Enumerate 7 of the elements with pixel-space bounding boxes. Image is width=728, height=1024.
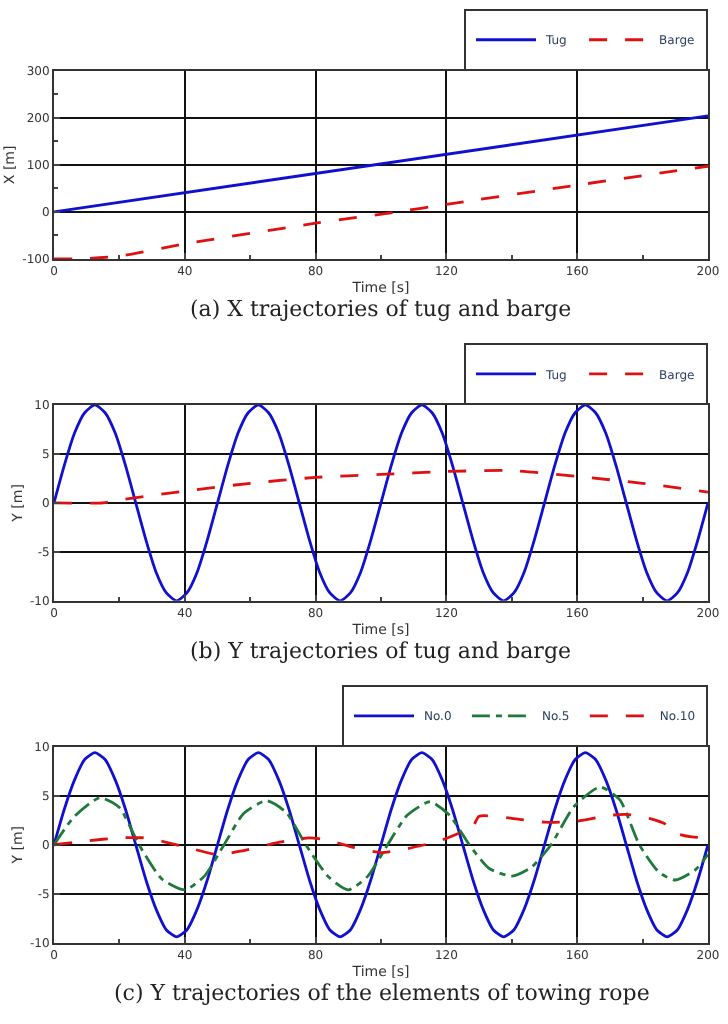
line-series <box>54 751 708 939</box>
text: (c) Y trajectories of the elements of towing rope <box>114 980 650 1006</box>
line-series <box>54 785 708 892</box>
text: (b) Y trajectories of tug and barge <box>190 638 571 664</box>
text: (a) X trajectories of tug and barge <box>190 296 572 322</box>
line-series <box>54 164 708 259</box>
line-series <box>54 469 708 505</box>
